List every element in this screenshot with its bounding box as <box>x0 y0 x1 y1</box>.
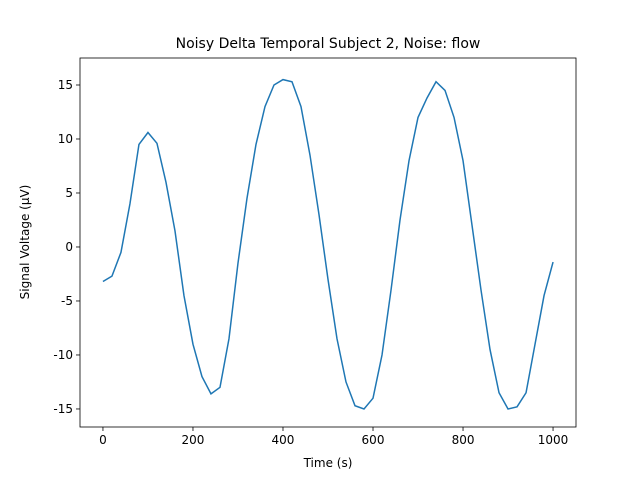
y-tick-label: 10 <box>58 132 73 146</box>
y-tick-label: -15 <box>53 402 73 416</box>
plot-frame <box>79 57 577 428</box>
y-tick-label: -5 <box>61 294 73 308</box>
x-axis-label: Time (s) <box>303 456 353 470</box>
data-line <box>102 78 554 410</box>
y-tick-label: 0 <box>65 240 73 254</box>
x-tick-label: 800 <box>452 433 475 447</box>
x-tick-label: 1000 <box>538 433 569 447</box>
y-tick-label: 15 <box>58 78 73 92</box>
x-tick-label: 600 <box>362 433 385 447</box>
y-tick-label: 5 <box>65 186 73 200</box>
y-axis-label: Signal Voltage (μV) <box>18 185 32 300</box>
y-tick-label: -10 <box>53 348 73 362</box>
x-tick-label: 400 <box>272 433 295 447</box>
chart-title: Noisy Delta Temporal Subject 2, Noise: f… <box>176 36 481 52</box>
x-tick-label: 0 <box>99 433 107 447</box>
x-tick-label: 200 <box>182 433 205 447</box>
